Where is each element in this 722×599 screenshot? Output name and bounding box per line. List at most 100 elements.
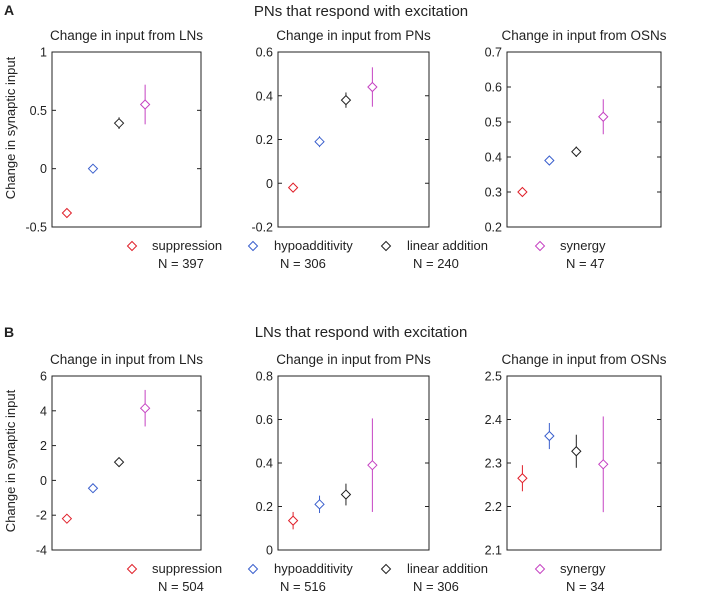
legend-count-hypoadditivity: N = 516	[280, 579, 326, 594]
axes-frame	[51, 375, 202, 551]
legend-marker-hypoadditivity	[247, 240, 259, 252]
axes-frame	[506, 375, 662, 551]
legend-count-hypoadditivity: N = 306	[280, 256, 326, 271]
y-tick-label: 2.3	[485, 457, 502, 471]
chart-panel-1: Change in input from LNs -0.5 0 0.5 1	[25, 28, 203, 235]
y-tick-label: 0.2	[256, 133, 273, 147]
y-tick-label: 0.6	[256, 46, 273, 60]
legend-b: suppression N = 504 hypoadditivity N = 516 l…	[126, 561, 606, 594]
axes-frame	[51, 51, 202, 228]
chart-panel-2: Change in input from PNs -0.2 0 0.2 0.4 0.6	[251, 28, 431, 235]
y-tick-label: 0.6	[256, 413, 273, 427]
section-letter-a: A	[4, 2, 14, 18]
legend-count-synergy: N = 34	[566, 579, 605, 594]
panel-title-1: Change in input from LNs	[50, 28, 203, 43]
legend-marker-linear-addition	[380, 563, 392, 575]
legend-count-suppression: N = 504	[158, 579, 204, 594]
data-point-hypoadditivity	[87, 163, 99, 174]
y-tick-label: 0	[266, 177, 273, 191]
y-tick-label: 4	[40, 404, 47, 418]
data-point-synergy	[139, 402, 151, 414]
y-tick-label: 0.8	[256, 370, 273, 384]
y-tick-label: 6	[40, 370, 47, 384]
legend-count-linear-addition: N = 306	[413, 579, 459, 594]
legend-label-linear-addition: linear addition	[407, 561, 488, 576]
y-tick-label: -0.5	[25, 221, 47, 235]
y-tick-label: 0.4	[256, 89, 273, 103]
data-point-linear-addition	[571, 446, 582, 457]
data-point-linear-addition	[113, 456, 125, 468]
legend-marker-hypoadditivity	[247, 563, 259, 575]
y-tick-label: 0.3	[485, 186, 502, 200]
legend-label-hypoadditivity: hypoadditivity	[274, 561, 353, 576]
data-point-synergy	[139, 99, 151, 110]
data-point-linear-addition	[113, 117, 125, 129]
legend-count-linear-addition: N = 240	[413, 256, 459, 271]
chart-panel-4: Change in input from LNs -4 -2 0 2 4 6	[36, 352, 203, 558]
y-tick-label: 0.2	[485, 221, 502, 235]
legend-label-suppression: suppression	[152, 561, 222, 576]
chart-area: Change in input from LNs-0.500.51Change …	[25, 28, 666, 558]
data-point-suppression	[287, 515, 299, 526]
data-point-suppression	[61, 513, 73, 524]
legend-area: suppression N = 397 hypoadditivity N = 306 l…	[126, 238, 606, 594]
data-point-suppression	[61, 207, 73, 219]
panel-title-5: Change in input from PNs	[276, 352, 431, 367]
data-point-synergy	[367, 81, 378, 93]
data-point-hypoadditivity	[314, 136, 325, 147]
data-point-hypoadditivity	[87, 483, 99, 494]
y-tick-label: 2.5	[485, 370, 502, 384]
legend-marker-synergy	[534, 240, 546, 252]
y-tick-label: 0	[40, 474, 47, 488]
legend-label-synergy: synergy	[560, 238, 606, 253]
y-tick-label: -0.2	[251, 221, 273, 235]
legend-a: suppression N = 397 hypoadditivity N = 306 l…	[126, 238, 606, 271]
data-point-suppression	[517, 473, 528, 484]
data-point-hypoadditivity	[314, 499, 325, 510]
y-tick-label: 0.5	[30, 104, 47, 118]
y-tick-label: 2.1	[485, 544, 502, 558]
panel-title-4: Change in input from LNs	[50, 352, 203, 367]
y-axis-label-b: Change in synaptic input	[3, 389, 18, 532]
legend-label-synergy: synergy	[560, 561, 606, 576]
y-tick-label: 0.5	[485, 116, 502, 130]
legend-count-synergy: N = 47	[566, 256, 605, 271]
panel-title-2: Change in input from PNs	[276, 28, 431, 43]
legend-label-hypoadditivity: hypoadditivity	[274, 238, 353, 253]
data-point-synergy	[598, 111, 609, 122]
data-point-hypoadditivity	[544, 430, 555, 442]
section-letter-b: B	[4, 324, 14, 340]
data-point-synergy	[598, 459, 609, 470]
chart-panel-5: Change in input from PNs 0 0.2 0.4 0.6 0.8	[256, 352, 431, 558]
legend-label-linear-addition: linear addition	[407, 238, 488, 253]
y-axis-label-a: Change in synaptic input	[3, 56, 18, 199]
axes-frame	[277, 51, 430, 228]
data-point-hypoadditivity	[544, 155, 555, 166]
y-tick-label: 0	[266, 544, 273, 558]
y-tick-label: 0.2	[256, 500, 273, 514]
chart-panel-6: Change in input from OSNs 2.1 2.2 2.3 2.4 2.5	[485, 352, 667, 558]
data-point-linear-addition	[571, 146, 582, 157]
legend-marker-linear-addition	[380, 240, 392, 252]
y-tick-label: 0.6	[485, 81, 502, 95]
y-tick-label: 1	[40, 46, 47, 60]
y-tick-label: -4	[36, 544, 47, 558]
panel-title-3: Change in input from OSNs	[501, 28, 666, 43]
y-tick-label: 2.2	[485, 500, 502, 514]
data-point-linear-addition	[340, 489, 352, 500]
legend-marker-suppression	[126, 563, 138, 575]
y-tick-label: 2.4	[485, 413, 502, 427]
y-tick-label: 0	[40, 162, 47, 176]
data-point-linear-addition	[340, 94, 352, 106]
y-tick-label: 2	[40, 439, 47, 453]
legend-label-suppression: suppression	[152, 238, 222, 253]
axes-frame	[506, 51, 662, 228]
y-tick-label: 0.4	[256, 457, 273, 471]
section-title-a: PNs that respond with excitation	[254, 3, 468, 20]
axes-frame	[277, 375, 430, 551]
chart-panel-3: Change in input from OSNs 0.2 0.3 0.4 0.5 0.6…	[485, 28, 667, 235]
legend-marker-synergy	[534, 563, 546, 575]
data-point-suppression	[287, 182, 299, 193]
data-point-synergy	[367, 459, 378, 471]
